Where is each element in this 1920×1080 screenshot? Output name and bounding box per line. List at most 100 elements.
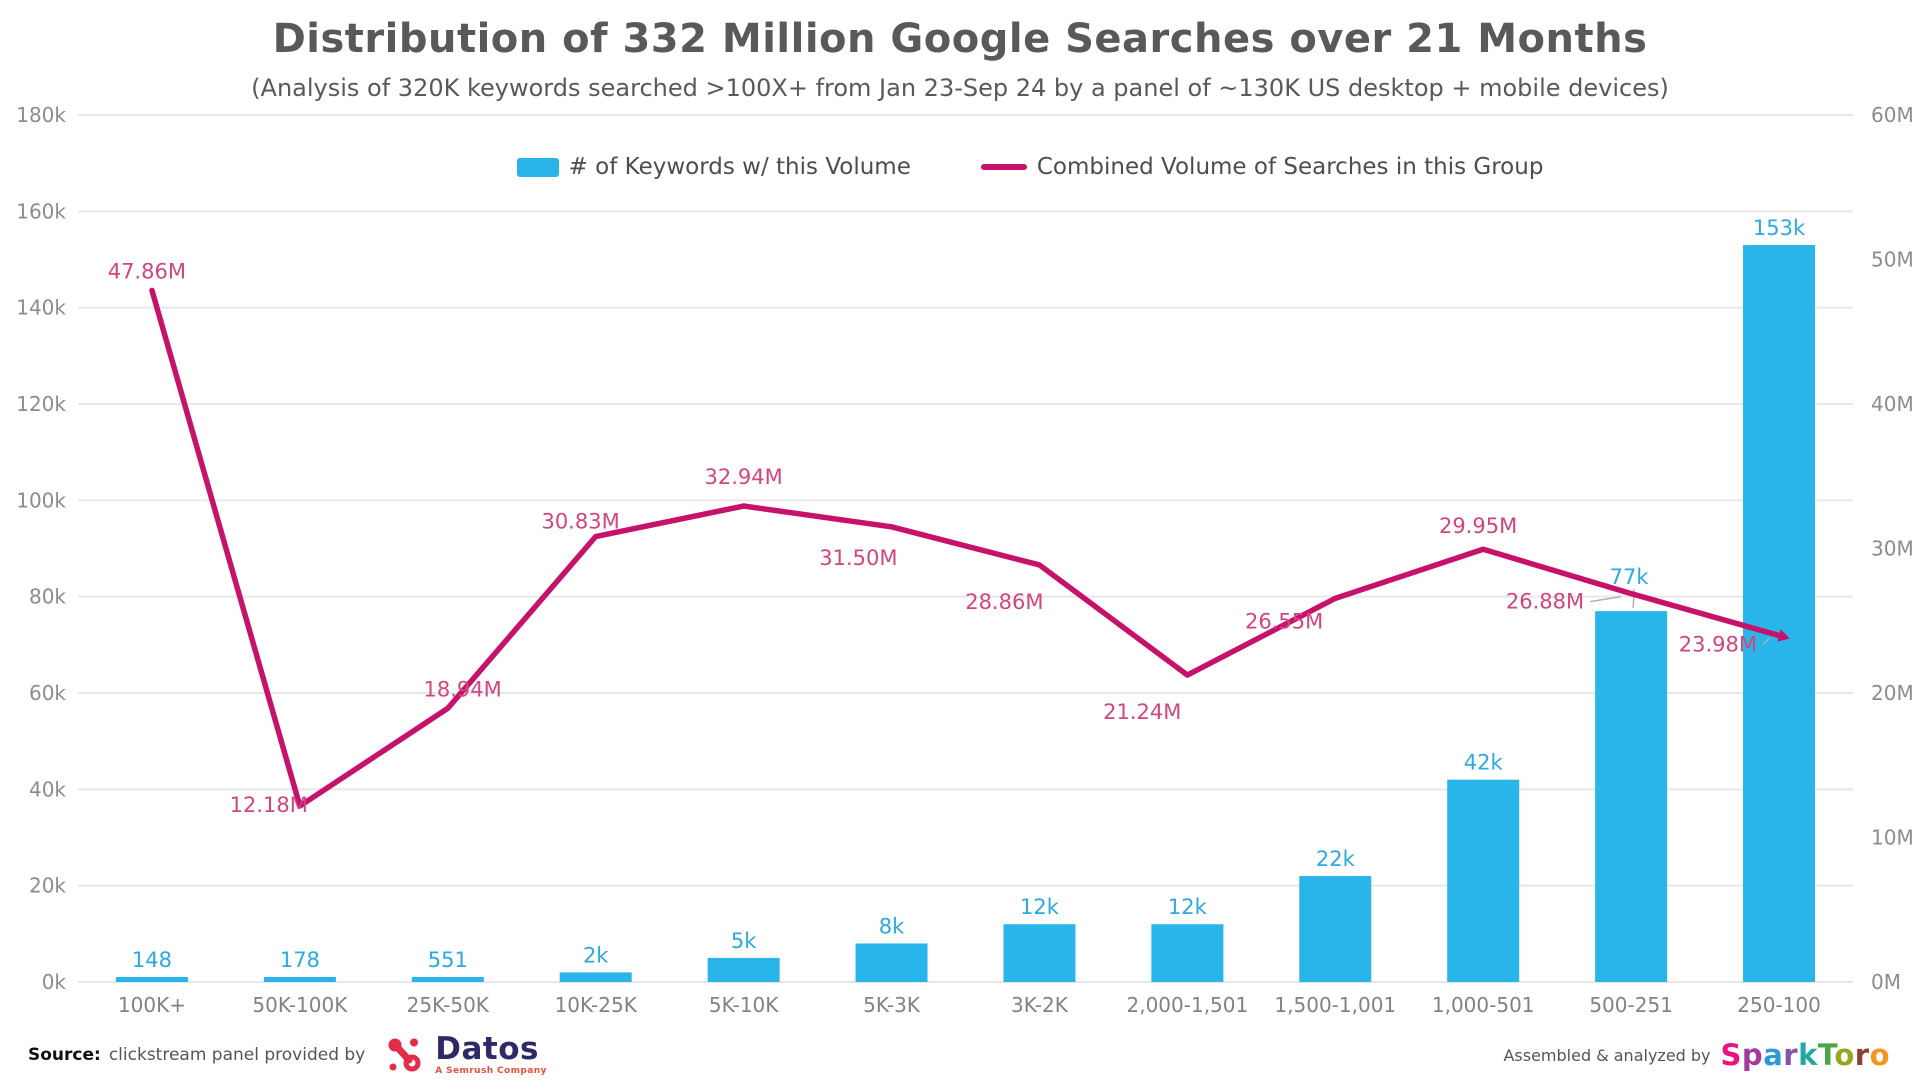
left-axis-tick: 140k [16, 296, 66, 320]
bar-1,000-501 [1447, 779, 1520, 982]
x-axis-label: 5K-3K [863, 993, 921, 1017]
bar-value-label: 77k [1610, 565, 1650, 589]
line-value-label: 26.55M [1245, 609, 1323, 633]
bar-1,500-1,001 [1299, 876, 1372, 982]
x-axis-label: 10K-25K [555, 993, 638, 1017]
label-leader-line [1762, 637, 1770, 646]
line-value-label: 29.95M [1439, 514, 1517, 538]
right-axis-tick: 20M [1871, 681, 1914, 705]
x-axis-label: 500-251 [1589, 993, 1673, 1017]
bar-5K-10K [707, 957, 780, 982]
x-axis-label: 1,000-501 [1432, 993, 1535, 1017]
left-axis-tick: 40k [29, 777, 66, 801]
bar-value-label: 551 [428, 948, 468, 972]
bar-25K-50K [411, 977, 484, 982]
bar-value-label: 178 [280, 948, 320, 972]
sparktoro-letter: o [1869, 1038, 1890, 1072]
sparktoro-letter: a [1763, 1038, 1784, 1072]
x-axis-label: 250-100 [1737, 993, 1821, 1017]
left-axis-tick: 180k [16, 103, 66, 127]
x-axis-label: 100K+ [118, 993, 186, 1017]
line-value-label: 12.18M [230, 793, 308, 817]
line-value-label: 26.88M [1506, 590, 1584, 614]
bar-value-label: 12k [1168, 895, 1208, 919]
bar-500-251 [1595, 611, 1668, 982]
volume-line [149, 287, 1782, 809]
right-axis-tick: 0M [1871, 970, 1901, 994]
credit-text: Assembled & analyzed by [1503, 1045, 1711, 1065]
bar-value-label: 5k [731, 929, 757, 953]
x-axis-label: 5K-10K [709, 993, 779, 1017]
bar-2,000-1,501 [1151, 924, 1224, 982]
left-axis-tick: 0k [42, 970, 67, 994]
chart-legend: # of Keywords w/ this Volume Combined Vo… [70, 154, 1920, 180]
line-value-label: 30.83M [541, 510, 619, 534]
bar-100K+ [115, 977, 188, 982]
bar-50K-100K [263, 977, 336, 982]
left-axis-tick: 160k [16, 199, 66, 223]
line-value-label: 21.24M [1103, 700, 1181, 724]
line-value-label: 23.98M [1679, 632, 1757, 656]
legend-item-volume: Combined Volume of Searches in this Grou… [980, 154, 1544, 180]
left-axis-tick: 80k [29, 585, 66, 609]
sparktoro-letter: r [1783, 1038, 1799, 1072]
bar-3K-2K [1003, 924, 1076, 982]
sparktoro-letter: r [1854, 1038, 1870, 1072]
right-axis-tick: 50M [1871, 248, 1914, 272]
x-axis-label: 50K-100K [252, 993, 348, 1017]
left-axis-tick: 100k [16, 488, 66, 512]
sparktoro-letter: S [1720, 1038, 1742, 1072]
line-value-label: 28.86M [965, 590, 1043, 614]
right-axis-tick: 10M [1871, 826, 1914, 850]
line-value-label: 31.50M [819, 546, 897, 570]
bar-10K-25K [559, 972, 632, 982]
bar-value-label: 153k [1753, 216, 1806, 240]
chart-title: Distribution of 332 Million Google Searc… [272, 16, 1648, 62]
bar-value-label: 12k [1020, 895, 1060, 919]
left-axis-tick: 120k [16, 392, 66, 416]
x-axis-label: 3K-2K [1011, 993, 1069, 1017]
bar-5K-3K [855, 943, 928, 982]
sparktoro-letter: k [1798, 1038, 1818, 1072]
bar-250-100 [1743, 245, 1816, 983]
right-axis-tick: 60M [1871, 103, 1914, 127]
left-axis-tick: 20k [29, 874, 66, 898]
x-axis-label: 25K-50K [407, 993, 490, 1017]
sparktoro-logo[interactable]: SparkToro [1721, 1038, 1890, 1072]
datos-name: Datos [435, 1031, 539, 1067]
right-axis-tick: 30M [1871, 537, 1914, 561]
source-label: Source: [28, 1045, 101, 1065]
left-axis-tick: 60k [29, 681, 66, 705]
legend-line-swatch [980, 164, 1027, 170]
sparktoro-letter: o [1834, 1038, 1855, 1072]
x-axis-label: 1,500-1,001 [1274, 993, 1396, 1017]
label-leader-line [1590, 595, 1622, 603]
bar-value-label: 2k [583, 943, 609, 967]
line-value-label: 18.94M [424, 677, 502, 701]
datos-icon [388, 1038, 421, 1072]
legend-bar-swatch [516, 157, 559, 177]
x-axis-label: 2,000-1,501 [1127, 993, 1249, 1017]
datos-logo[interactable]: Datos A Semrush Company [383, 1034, 547, 1076]
datos-wordmark: Datos A Semrush Company [435, 1034, 547, 1076]
bar-value-label: 22k [1316, 847, 1356, 871]
bar-value-label: 8k [879, 914, 905, 938]
bar-value-label: 148 [132, 948, 172, 972]
right-axis-tick: 40M [1871, 392, 1914, 416]
source-attribution: Source: clickstream panel provided by Da… [28, 1034, 547, 1076]
line-value-label: 47.86M [108, 259, 186, 283]
legend-item-keywords: # of Keywords w/ this Volume [516, 154, 911, 180]
chart-subtitle: (Analysis of 320K keywords searched >100… [251, 74, 1669, 102]
credit-attribution: Assembled & analyzed by SparkToro [1503, 1038, 1890, 1072]
legend-line-label: Combined Volume of Searches in this Grou… [1036, 154, 1544, 180]
line-arrowhead [1777, 629, 1790, 642]
source-text: clickstream panel provided by [108, 1045, 366, 1065]
sparktoro-letter: p [1741, 1038, 1764, 1072]
datos-subtitle: A Semrush Company [435, 1066, 547, 1076]
sparktoro-letter: T [1817, 1038, 1835, 1072]
bar-value-label: 42k [1464, 751, 1504, 775]
line-value-label: 32.94M [705, 465, 783, 489]
legend-bar-label: # of Keywords w/ this Volume [568, 154, 911, 180]
